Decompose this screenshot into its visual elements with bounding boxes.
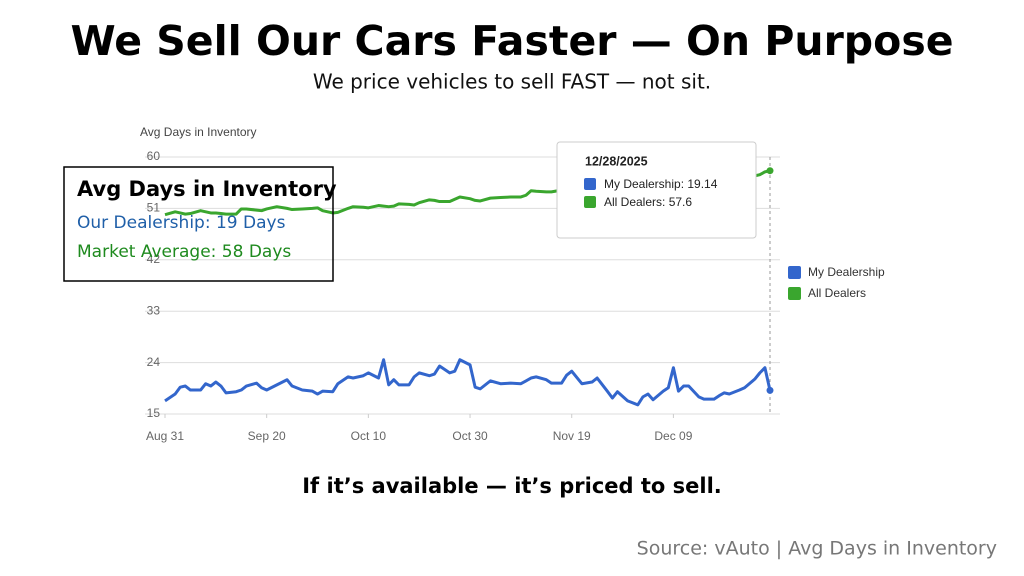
x-tick-label: Aug 31 bbox=[146, 429, 184, 443]
y-tick-label: 24 bbox=[147, 355, 161, 369]
series-line bbox=[164, 358, 772, 407]
legend-label: All Dealers bbox=[808, 286, 866, 300]
annotation-line: Market Average: 58 Days bbox=[77, 242, 291, 262]
hover-point bbox=[766, 386, 774, 394]
tooltip-title: 12/28/2025 bbox=[585, 154, 648, 168]
slide-subtitle: We price vehicles to sell FAST — not sit… bbox=[313, 70, 711, 94]
y-tick-label: 33 bbox=[147, 303, 161, 317]
x-tick-label: Sep 20 bbox=[248, 429, 286, 443]
legend-swatch bbox=[788, 287, 801, 300]
legend-label: My Dealership bbox=[808, 265, 885, 279]
x-tick-label: Oct 30 bbox=[452, 429, 488, 443]
annotation-box bbox=[63, 166, 334, 282]
y-axis-label: Avg Days in Inventory bbox=[140, 125, 257, 139]
tooltip-line: All Dealers: 57.6 bbox=[604, 195, 692, 209]
y-tick-label: 60 bbox=[147, 149, 161, 163]
y-tick-label: 42 bbox=[147, 252, 161, 266]
x-tick-label: Dec 09 bbox=[654, 429, 692, 443]
annotation-line: Our Dealership: 19 Days bbox=[77, 213, 286, 233]
tooltip-swatch bbox=[584, 196, 596, 208]
annotation-title: Avg Days in Inventory bbox=[77, 177, 337, 201]
chart: 15 24 33 42 51 60 Aug 31 Sep 20 Oct 10 Oct 30 Nov … bbox=[145, 149, 885, 443]
y-tick-label: 15 bbox=[147, 406, 161, 420]
slide-title: We Sell Our Cars Faster — On Purpose bbox=[70, 17, 953, 65]
x-tick-label: Nov 19 bbox=[553, 429, 591, 443]
tooltip-box bbox=[556, 141, 757, 239]
tooltip: 12/28/2025 My Dealership: 19.14 All Deal… bbox=[556, 141, 757, 239]
footer-note: If it’s available — it’s priced to sell. bbox=[302, 474, 722, 498]
tooltip-swatch bbox=[584, 178, 596, 190]
y-tick-label: 51 bbox=[147, 201, 161, 215]
legend-swatch bbox=[788, 266, 801, 279]
hover-point bbox=[766, 167, 774, 175]
tooltip-line: My Dealership: 19.14 bbox=[604, 177, 718, 191]
source: Source: vAuto | Avg Days in Inventory bbox=[637, 538, 997, 560]
x-tick-label: Oct 10 bbox=[351, 429, 387, 443]
